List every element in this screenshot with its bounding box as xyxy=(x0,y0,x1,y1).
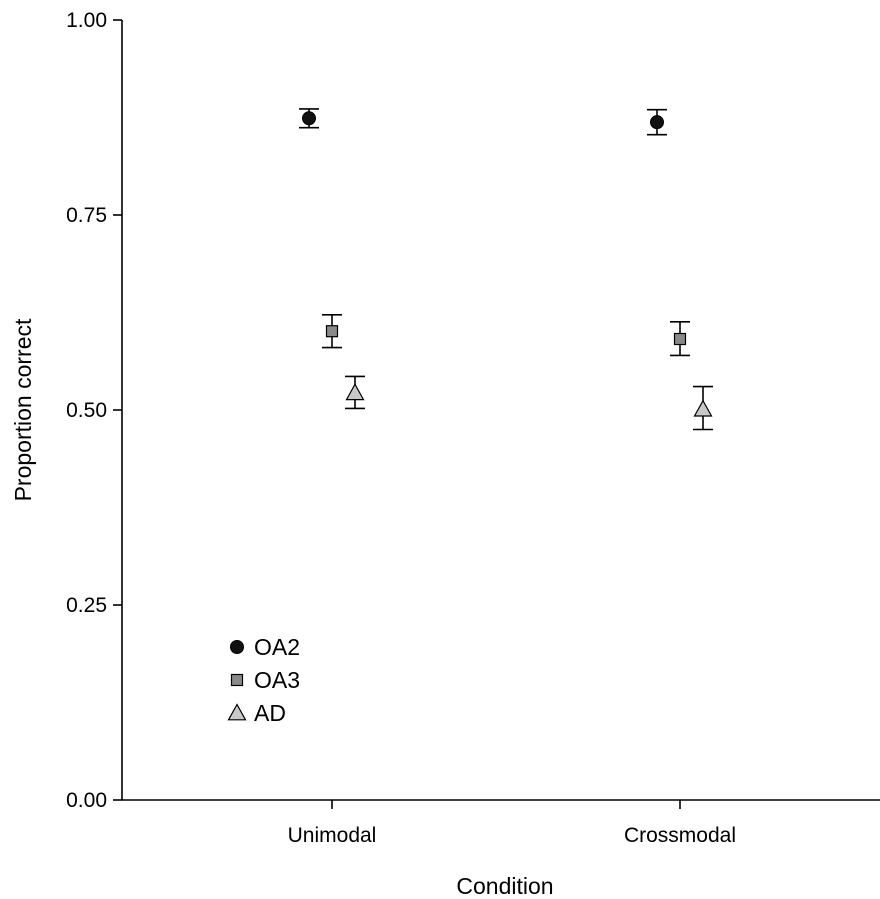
legend: OA2 OA3 AD xyxy=(227,634,300,726)
y-axis-label: Proportion correct xyxy=(10,318,36,501)
x-axis-label: Condition xyxy=(456,873,553,899)
y-tick-label: 0.25 xyxy=(66,594,107,617)
point-ad xyxy=(345,383,365,401)
x-tick-label: Crossmodal xyxy=(624,824,736,847)
legend-label-ad: AD xyxy=(254,700,286,726)
point-oa2 xyxy=(302,111,316,126)
y-tick-label: 1.00 xyxy=(66,9,107,32)
legend-label-oa3: OA3 xyxy=(254,667,300,693)
legend-marker-oa2 xyxy=(230,640,244,654)
x-tick-label: Unimodal xyxy=(288,824,377,847)
legend-marker-oa3 xyxy=(230,673,244,687)
y-ticks: 0.00 0.25 0.50 0.75 1.00 xyxy=(66,9,122,812)
y-tick-label: 0.50 xyxy=(66,399,107,422)
point-oa3 xyxy=(673,332,687,346)
x-ticks: Unimodal Crossmodal xyxy=(288,800,736,847)
legend-label-oa2: OA2 xyxy=(254,634,300,660)
y-tick-label: 0.00 xyxy=(66,789,107,812)
point-oa2 xyxy=(650,115,664,130)
y-tick-label: 0.75 xyxy=(66,204,107,227)
legend-marker-ad xyxy=(227,703,247,721)
data-points xyxy=(299,108,713,431)
point-ad xyxy=(693,399,713,417)
point-oa3 xyxy=(325,325,339,338)
